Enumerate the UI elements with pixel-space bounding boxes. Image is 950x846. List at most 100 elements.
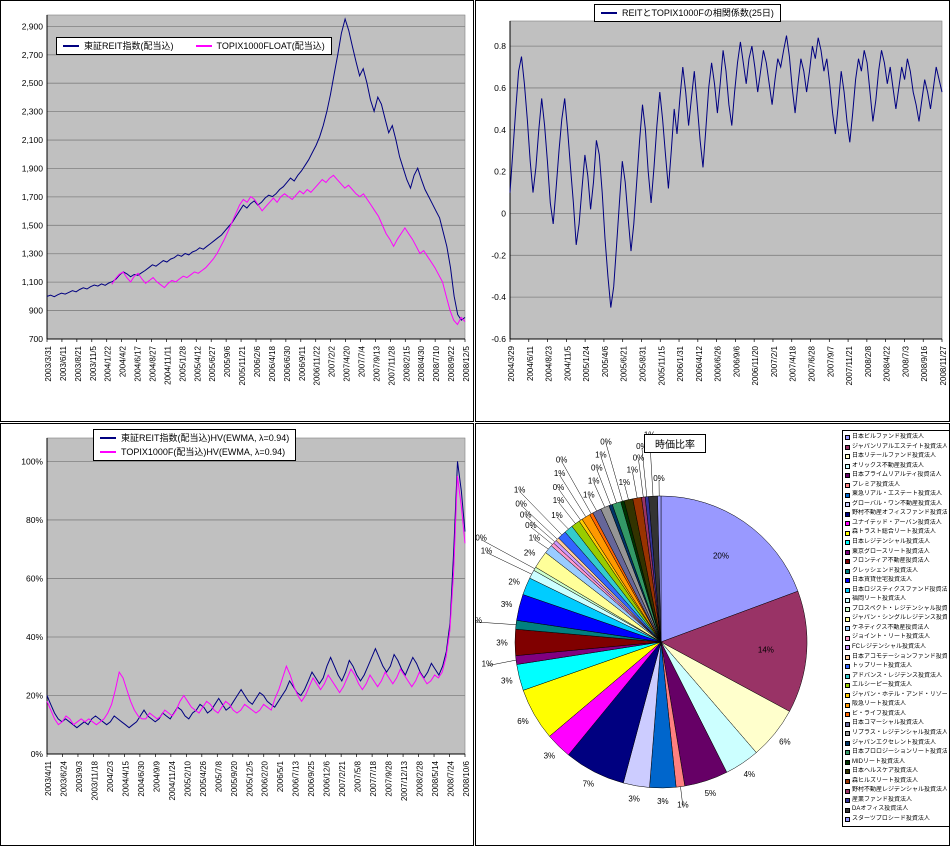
legend-entry: TOPIX1000F(配当込)HV(EWMA, λ=0.94) [100, 445, 289, 459]
pie-legend-entry: 日本プロロジーションリート投資法人 [845, 748, 947, 758]
y-tick-label: 2,300 [22, 107, 44, 117]
pie-legend-swatch [845, 473, 850, 479]
pie-label-leader [641, 447, 648, 497]
y-tick-label: 2,700 [22, 50, 44, 60]
pie-label-leader [525, 516, 555, 542]
x-tick-label: 2005/9/20 [230, 760, 239, 796]
pie-legend-swatch [845, 463, 850, 469]
x-tick-label: 2005/9/6 [223, 345, 232, 377]
pie-slice [660, 590, 808, 712]
x-tick-label: 2007/2/1 [770, 345, 779, 377]
chart-panel-reit-index: 700 900 1,100 1,300 1,500 1,700 1,900 2,100 2,30… [0, 0, 474, 422]
legend-label: 東証REIT指数(配当込)HV(EWMA, λ=0.94) [121, 433, 290, 443]
x-tick-label: 2006/2/20 [261, 760, 270, 796]
pie-legend-swatch [845, 492, 850, 498]
pie-label-leader [556, 517, 569, 530]
pie-legend-swatch [845, 683, 850, 689]
x-tick-label: 2004/6/17 [134, 345, 143, 381]
y-tick-label: -0.4 [491, 292, 506, 302]
series-line [46, 17, 466, 321]
y-tick-label: 0.6 [494, 83, 506, 93]
pie-percent-label: 1% [619, 478, 631, 487]
x-tick-label: 2008/7/10 [432, 345, 441, 381]
pie-legend-swatch [845, 588, 850, 594]
x-tick-label: 2007/7/4 [358, 345, 367, 377]
pie-legend-entry: ジャパンエクセレント投資法人 [845, 739, 947, 749]
pie-legend-entry: DAオフィス投資法人 [845, 805, 947, 815]
pie-percent-label: 0% [636, 442, 648, 451]
y-tick-label: 1,300 [22, 249, 44, 259]
pie-legend-label: 産業ファンド投資法人 [852, 796, 913, 803]
pie-legend-swatch [845, 798, 850, 804]
x-tick-label: 2007/12/13 [400, 760, 409, 801]
pie-legend-swatch [845, 483, 850, 488]
x-tick-label: 2006/11/20 [751, 345, 760, 385]
x-tick-label: 2005/1/24 [582, 345, 591, 381]
pie-percent-label: 0% [556, 455, 568, 464]
pie-legend-entry: 日本リテールファンド投資法人 [845, 452, 947, 462]
pie-legend-label: エルシーピー投資法人 [852, 682, 913, 689]
pie-label-leader [476, 621, 517, 625]
pie-legend-entry: プレミア投資法人 [845, 481, 947, 491]
x-tick-label: 2003/6/11 [59, 345, 68, 381]
pie-legend-label: 日本プロロジーションリート投資法人 [852, 749, 947, 756]
pie-legend-entry: ビ・ライフ投資法人 [845, 710, 947, 720]
x-tick-label: 2007/9/7 [826, 345, 835, 377]
pie-legend-entry: 日本コマーシャル投資法人 [845, 719, 947, 729]
pie-legend-label: プロスペクト・レジデンシャル投資法人 [852, 605, 947, 612]
x-tick-label: 2005/8/31 [638, 345, 647, 381]
pie-legend-label: 日本リテールファンド投資法人 [852, 453, 937, 460]
series-line [46, 475, 466, 726]
pie-legend-entry: エルシーピー投資法人 [845, 681, 947, 691]
x-tick-label: 2007/5/8 [354, 760, 363, 792]
pie-legend-swatch [845, 511, 850, 517]
pie-legend-label: 阪急リート投資法人 [852, 701, 907, 708]
pie-legend-label: ジャパン・シングルレジデンス投資法人 [852, 615, 947, 622]
legend-line-sample [100, 437, 116, 439]
x-tick-label: 2006/9/25 [307, 760, 316, 796]
x-tick-label: 2007/6/28 [808, 345, 817, 381]
pie-percent-label: 1% [595, 450, 607, 459]
pie-percent-label: 6% [779, 738, 791, 747]
x-tick-label: 2003/3/31 [44, 345, 53, 381]
pie-legend-entry: 森ヒルズリート投資法人 [845, 777, 947, 787]
x-tick-label: 2006/1/31 [676, 345, 685, 381]
pie-legend-swatch [845, 664, 850, 670]
x-tick-label: 2007/7/18 [369, 760, 378, 796]
pie-percent-label: 0% [553, 483, 565, 492]
pie-legend-entry: 日本ヘルスケア投資法人 [845, 767, 947, 777]
x-tick-label: 2004/4/2 [119, 345, 128, 377]
pie-legend-label: 日本ロジスティクスファンド投資法人 [852, 586, 947, 593]
pie-percent-label: 3% [501, 600, 513, 609]
pie-legend-entry: トップリート投資法人 [845, 662, 947, 672]
pie-label-leader [558, 502, 576, 524]
x-tick-label: 2006/2/6 [253, 345, 262, 377]
y-tick-label: 2,100 [22, 135, 44, 145]
x-tick-label: 2007/4/20 [343, 345, 352, 381]
pie-legend-label: MIDリート投資法人 [852, 758, 905, 765]
pie-legend-swatch [845, 616, 850, 622]
y-tick-label: 60% [26, 573, 43, 583]
x-tick-label: 2004/6/11 [526, 345, 535, 381]
x-tick-label: 2005/11/21 [238, 345, 247, 385]
pie-legend-swatch [845, 559, 850, 565]
pie-legend-swatch [845, 626, 850, 632]
x-tick-label: 2005/12/5 [245, 760, 254, 796]
x-tick-label: 2006/9/11 [298, 345, 307, 381]
pie-legend-swatch [845, 530, 850, 536]
pie-percent-label: 5% [705, 789, 717, 798]
pie-legend-label: 福岡リート投資法人 [852, 596, 907, 603]
pie-legend-entry: 日本プライムリアルティ投資法人 [845, 471, 947, 481]
x-tick-label: 2005/2/10 [183, 760, 192, 796]
pie-legend-label: 野村不動産オフィスファンド投資法人 [852, 510, 947, 517]
pie-legend-swatch [845, 731, 850, 737]
x-tick-label: 2008/4/30 [417, 345, 426, 381]
x-tick-label: 2005/4/6 [601, 345, 610, 377]
plot-area [46, 437, 466, 755]
pie-percent-label: 0% [653, 474, 665, 483]
pie-label-leader [530, 526, 553, 545]
x-tick-label: 2004/4/15 [121, 760, 130, 796]
series-line [509, 35, 943, 308]
pie-percent-label: 2% [524, 548, 536, 557]
pie-legend-swatch [845, 817, 850, 823]
